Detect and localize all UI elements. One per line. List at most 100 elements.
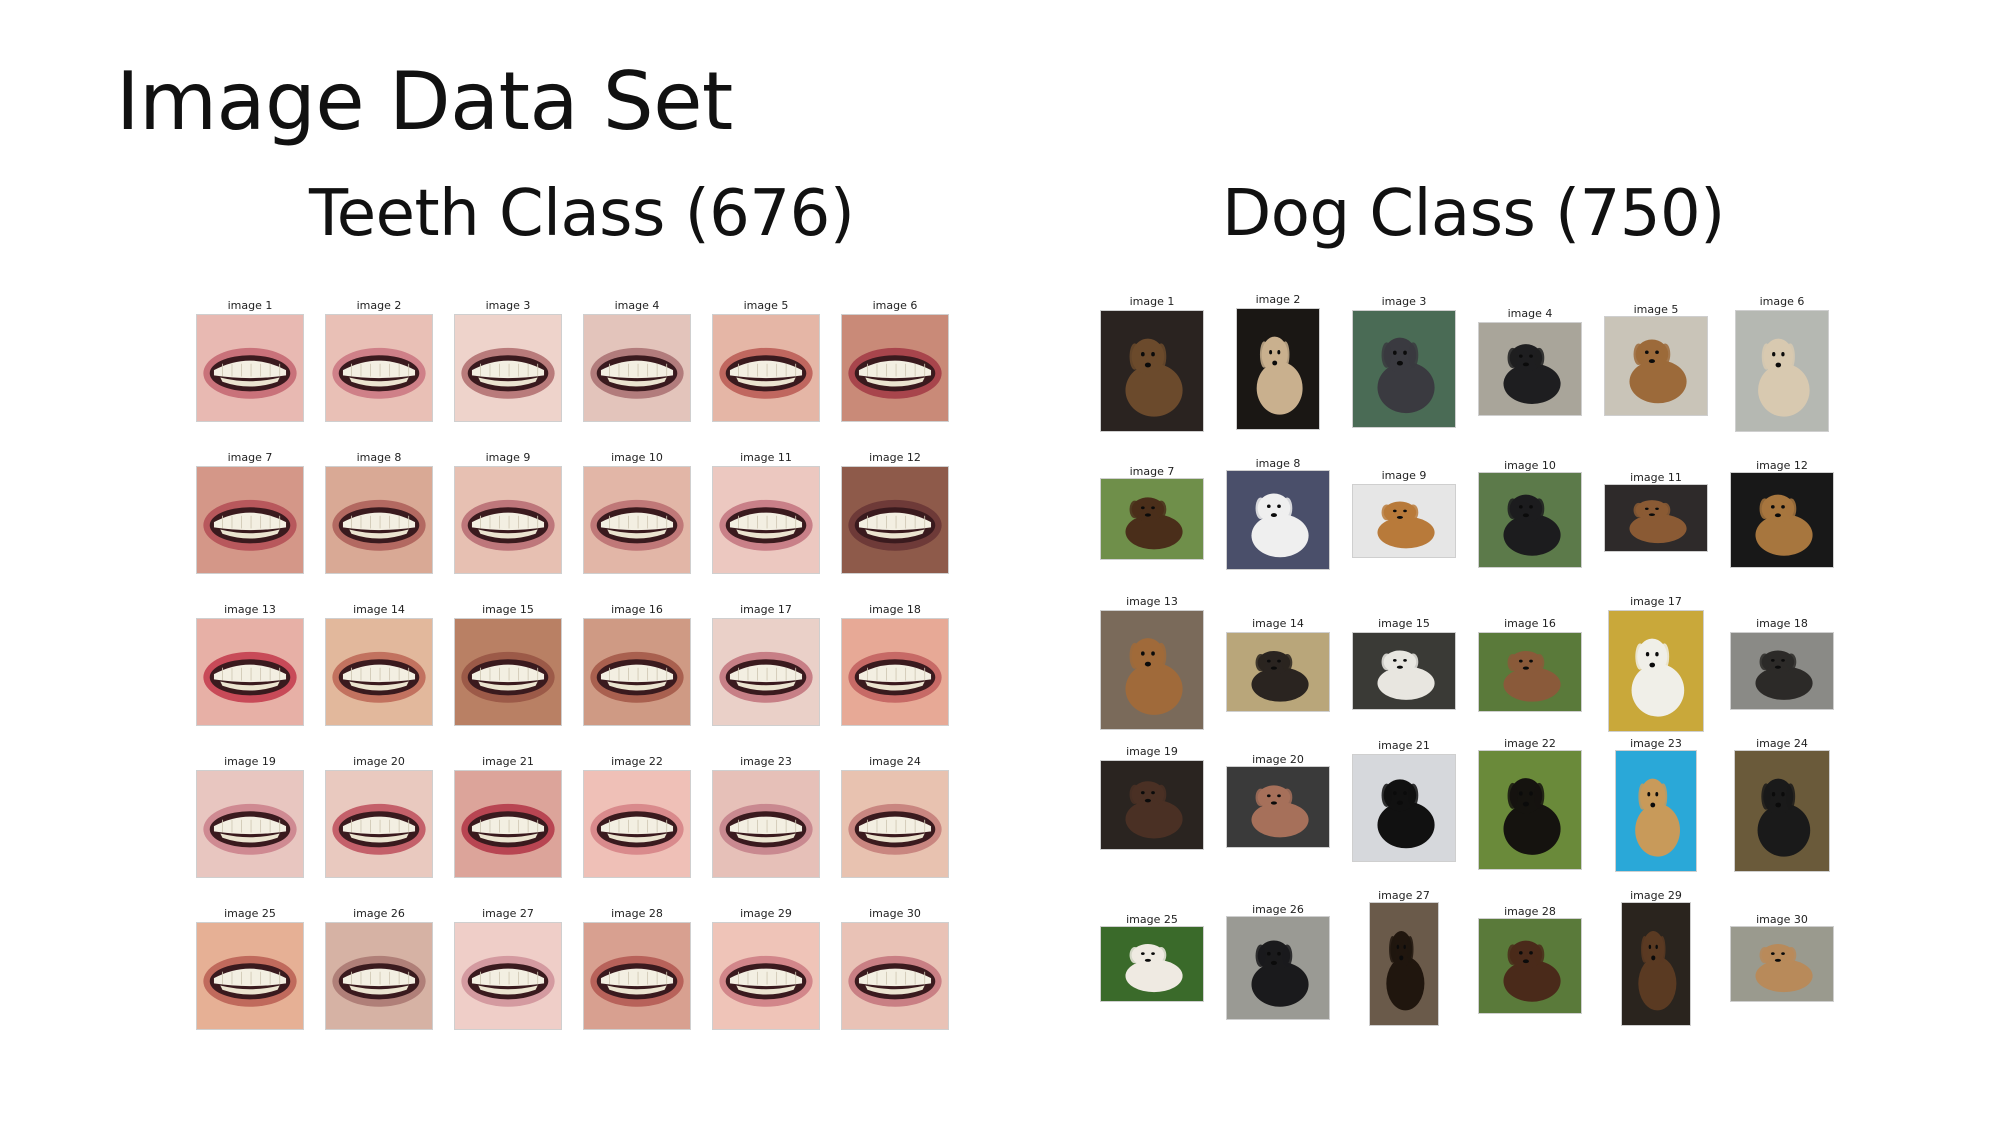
- teeth-image-cell: image 4: [583, 300, 691, 450]
- teeth-photo: [325, 922, 433, 1030]
- dog-image-label: image 28: [1504, 905, 1556, 918]
- dog-image-cell: image 7: [1100, 446, 1204, 596]
- teeth-image-label: image 18: [869, 603, 921, 616]
- teeth-photo: [196, 922, 304, 1030]
- dog-image-label: image 19: [1126, 745, 1178, 758]
- teeth-photo: [454, 618, 562, 726]
- dog-image-cell: image 5: [1604, 296, 1708, 446]
- dog-image-label: image 13: [1126, 595, 1178, 608]
- dog-photo: [1478, 322, 1582, 416]
- teeth-image-cell: image 18: [841, 604, 949, 754]
- teeth-image-cell: image 9: [454, 452, 562, 602]
- teeth-image-cell: image 15: [454, 604, 562, 754]
- dog-photo: [1352, 632, 1456, 710]
- dog-photo: [1100, 478, 1204, 560]
- teeth-image-label: image 2: [356, 299, 402, 312]
- teeth-photo: [196, 618, 304, 726]
- dog-image-label: image 9: [1381, 469, 1427, 482]
- dog-image-label: image 17: [1630, 595, 1682, 608]
- dog-image-cell: image 19: [1100, 746, 1204, 896]
- teeth-image-label: image 23: [740, 755, 792, 768]
- teeth-photo: [583, 466, 691, 574]
- teeth-image-cell: image 13: [196, 604, 304, 754]
- dog-photo: [1100, 926, 1204, 1002]
- teeth-photo: [325, 770, 433, 878]
- teeth-image-cell: image 12: [841, 452, 949, 602]
- teeth-image-label: image 16: [611, 603, 663, 616]
- dog-image-label: image 24: [1756, 737, 1808, 750]
- dog-photo: [1478, 750, 1582, 870]
- teeth-image-cell: image 28: [583, 908, 691, 1058]
- teeth-image-label: image 22: [611, 755, 663, 768]
- dog-image-cell: image 2: [1226, 294, 1330, 446]
- dog-photo: [1604, 484, 1708, 552]
- teeth-image-cell: image 8: [325, 452, 433, 602]
- teeth-photo: [712, 618, 820, 726]
- teeth-image-cell: image 10: [583, 452, 691, 602]
- teeth-image-label: image 21: [482, 755, 534, 768]
- teeth-image-cell: image 5: [712, 300, 820, 450]
- dog-image-cell: image 16: [1478, 596, 1582, 746]
- teeth-image-cell: image 22: [583, 756, 691, 906]
- teeth-image-cell: image 6: [841, 300, 949, 450]
- dog-image-label: image 18: [1756, 617, 1808, 630]
- teeth-image-cell: image 29: [712, 908, 820, 1058]
- dog-image-label: image 22: [1504, 737, 1556, 750]
- teeth-class-title: Teeth Class (676): [309, 177, 855, 251]
- dog-photo: [1478, 472, 1582, 568]
- dog-photo: [1730, 632, 1834, 710]
- dog-image-label: image 27: [1378, 889, 1430, 902]
- dog-image-cell: image 15: [1352, 596, 1456, 746]
- dog-photo: [1608, 610, 1704, 732]
- teeth-photo: [841, 618, 949, 726]
- dog-image-label: image 3: [1381, 295, 1427, 308]
- dog-image-cell: image 10: [1478, 446, 1582, 596]
- dog-photo: [1369, 902, 1439, 1026]
- dog-image-label: image 16: [1504, 617, 1556, 630]
- dog-image-label: image 23: [1630, 737, 1682, 750]
- teeth-image-label: image 6: [872, 299, 918, 312]
- dog-photo: [1226, 632, 1330, 712]
- dog-photo: [1352, 310, 1456, 428]
- dog-image-label: image 11: [1630, 471, 1682, 484]
- teeth-photo: [196, 314, 304, 422]
- dog-image-label: image 4: [1507, 307, 1553, 320]
- teeth-image-cell: image 26: [325, 908, 433, 1058]
- dog-photo: [1352, 754, 1456, 862]
- dog-image-cell: image 13: [1100, 596, 1204, 746]
- teeth-image-label: image 15: [482, 603, 534, 616]
- teeth-image-cell: image 14: [325, 604, 433, 754]
- teeth-photo: [196, 770, 304, 878]
- teeth-image-label: image 19: [224, 755, 276, 768]
- dog-image-cell: image 26: [1226, 894, 1330, 1044]
- teeth-photo: [454, 466, 562, 574]
- dog-image-cell: image 25: [1100, 894, 1204, 1044]
- dog-image-cell: image 27: [1352, 890, 1456, 1044]
- dog-photo: [1236, 308, 1320, 430]
- teeth-image-cell: image 24: [841, 756, 949, 906]
- teeth-image-cell: image 23: [712, 756, 820, 906]
- dog-image-label: image 5: [1633, 303, 1679, 316]
- teeth-image-cell: image 21: [454, 756, 562, 906]
- teeth-photo: [583, 770, 691, 878]
- dog-image-label: image 14: [1252, 617, 1304, 630]
- dog-image-label: image 20: [1252, 753, 1304, 766]
- teeth-image-cell: image 25: [196, 908, 304, 1058]
- teeth-photo: [583, 922, 691, 1030]
- teeth-image-cell: image 11: [712, 452, 820, 602]
- dog-image-label: image 8: [1255, 457, 1301, 470]
- dog-image-label: image 26: [1252, 903, 1304, 916]
- dog-photo: [1226, 916, 1330, 1020]
- teeth-image-label: image 17: [740, 603, 792, 616]
- teeth-image-label: image 13: [224, 603, 276, 616]
- teeth-photo: [325, 466, 433, 574]
- teeth-image-cell: image 7: [196, 452, 304, 602]
- dog-image-label: image 7: [1129, 465, 1175, 478]
- teeth-photo: [454, 314, 562, 422]
- teeth-image-label: image 24: [869, 755, 921, 768]
- teeth-image-label: image 30: [869, 907, 921, 920]
- teeth-image-cell: image 16: [583, 604, 691, 754]
- dog-image-cell: image 12: [1730, 446, 1834, 596]
- dog-image-cell: image 24: [1730, 738, 1834, 896]
- dog-photo: [1615, 750, 1697, 872]
